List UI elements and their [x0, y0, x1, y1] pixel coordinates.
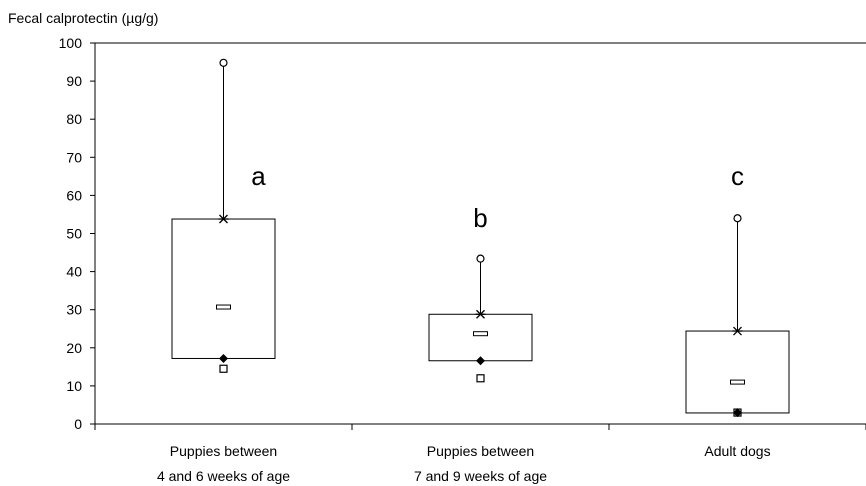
max-marker	[219, 58, 228, 67]
y-tick-label: 90	[66, 73, 82, 89]
box-group: a	[171, 58, 276, 373]
box-rect	[428, 313, 533, 362]
min-marker	[219, 364, 228, 373]
min-marker	[476, 374, 485, 383]
median-marker	[473, 331, 488, 337]
group-letter: a	[251, 161, 266, 191]
y-ticks: 0 10 20 30 40 50 60 70 80 90 100	[59, 35, 95, 432]
box-rect	[171, 218, 276, 359]
max-marker	[476, 254, 485, 263]
y-tick-label: 20	[66, 340, 82, 356]
box-group: c	[685, 161, 790, 418]
y-axis-label: Fecal calprotectin (µg/g)	[8, 10, 159, 26]
q1-marker	[733, 408, 742, 418]
median-marker	[730, 379, 745, 385]
box-group: b	[428, 203, 533, 383]
y-tick-label: 60	[66, 187, 82, 203]
box-rect	[685, 330, 790, 414]
y-tick-label: 0	[74, 416, 82, 432]
y-tick-label: 70	[66, 149, 82, 165]
group-letter: c	[731, 161, 744, 191]
boxes: a b c	[171, 58, 790, 418]
y-tick-label: 80	[66, 111, 82, 127]
x-category-label-line1: Puppies between	[427, 443, 534, 459]
x-category-label-line2: 7 and 9 weeks of age	[414, 468, 547, 484]
x-category-label-line1: Adult dogs	[704, 443, 770, 459]
y-tick-label: 30	[66, 302, 82, 318]
x-category-label-line2: 4 and 6 weeks of age	[157, 468, 290, 484]
y-tick-label: 40	[66, 264, 82, 280]
max-marker	[733, 214, 742, 223]
y-tick-label: 100	[59, 35, 83, 51]
x-category-label-line1: Puppies between	[170, 443, 277, 459]
y-tick-label: 10	[66, 378, 82, 394]
median-marker	[216, 304, 231, 310]
q1-marker	[219, 353, 228, 363]
y-tick-label: 50	[66, 226, 82, 242]
group-letter: b	[473, 203, 487, 233]
q1-marker	[476, 356, 485, 366]
x-labels: Puppies between 4 and 6 weeks of age Puppi…	[157, 443, 771, 484]
min-marker	[733, 408, 742, 417]
